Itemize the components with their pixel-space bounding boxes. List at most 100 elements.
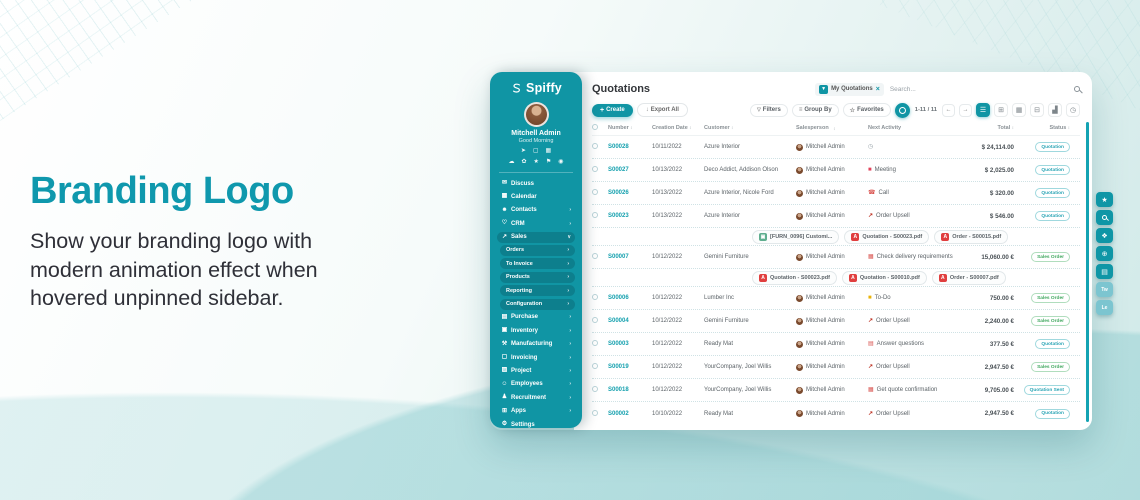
- palette-icon[interactable]: [521, 159, 526, 166]
- table-row[interactable]: S00002 10/10/2022 Ready Mat Mitchell Adm…: [592, 402, 1080, 425]
- table-row[interactable]: S00018 10/12/2022 YourCompany, Joel Will…: [592, 379, 1080, 402]
- expand-icon[interactable]: [1096, 228, 1113, 243]
- col-next-activity[interactable]: Next Activity: [868, 125, 902, 131]
- next-activity[interactable]: Meeting: [868, 167, 960, 173]
- sidebar-item-apps[interactable]: Apps ›: [497, 406, 575, 417]
- zoom-in-icon[interactable]: [1096, 246, 1113, 261]
- export-all-button[interactable]: Export All: [636, 103, 688, 117]
- quotation-number[interactable]: S00028: [608, 144, 629, 150]
- view-activity-button[interactable]: [1066, 103, 1080, 117]
- row-checkbox[interactable]: [592, 166, 598, 172]
- table-row[interactable]: S00007 10/12/2022 Gemini Furniture Mitch…: [592, 246, 1080, 269]
- sidebar-item-discuss[interactable]: Discuss: [497, 178, 575, 189]
- select-all-checkbox[interactable]: [592, 124, 598, 130]
- table-row[interactable]: S00027 10/13/2022 Deco Addict, Addison O…: [592, 159, 1080, 182]
- table-row[interactable]: S00026 10/13/2022 Azure Interior, Nicole…: [592, 182, 1080, 205]
- table-row[interactable]: S00028 10/11/2022 Azure Interior Mitchel…: [592, 136, 1080, 159]
- col-status[interactable]: Status: [1018, 125, 1070, 131]
- pager-prev-button[interactable]: ←: [942, 103, 955, 117]
- quotation-number[interactable]: S00007: [608, 254, 629, 260]
- user-avatar[interactable]: [523, 102, 549, 127]
- sidebar-item-purchase[interactable]: Purchase ›: [497, 312, 575, 323]
- quotation-number[interactable]: S00003: [608, 341, 629, 347]
- sidebar-subitem-configuration[interactable]: Configuration ›: [500, 298, 575, 310]
- sidebar-item-inventory[interactable]: Inventory ›: [497, 325, 575, 336]
- search-input[interactable]: Search...: [889, 85, 916, 93]
- next-activity[interactable]: Order Upsell: [868, 213, 960, 219]
- row-checkbox[interactable]: [592, 409, 598, 416]
- next-activity[interactable]: Order Upsell: [868, 364, 960, 370]
- view-list-button[interactable]: [976, 103, 990, 117]
- vehicle-icon[interactable]: [508, 159, 514, 166]
- table-scrollbar[interactable]: [1086, 122, 1089, 422]
- quotation-number[interactable]: S00023: [608, 213, 629, 219]
- quotation-number[interactable]: S00026: [608, 190, 629, 196]
- quotation-number[interactable]: S00019: [608, 364, 629, 370]
- table-row[interactable]: S00006 10/12/2022 Lumber Inc Mitchell Ad…: [592, 287, 1080, 310]
- sidebar-subitem-orders[interactable]: Orders ›: [500, 244, 575, 256]
- sidebar-item-sales[interactable]: Sales ∨: [497, 231, 575, 243]
- lock-icon[interactable]: [546, 159, 551, 166]
- next-activity[interactable]: Order Upsell: [868, 411, 960, 417]
- grid-icon[interactable]: [1096, 264, 1113, 279]
- card-icon[interactable]: [546, 148, 552, 155]
- sidebar-item-project[interactable]: Project ›: [497, 365, 575, 376]
- row-checkbox[interactable]: [592, 143, 598, 149]
- sidebar-item-recruitment[interactable]: Recruitment ›: [497, 392, 575, 403]
- favorites-button[interactable]: Favorites: [842, 103, 891, 117]
- search-icon[interactable]: [1096, 210, 1113, 225]
- attachment-chip[interactable]: [FURN_0096] Customi...: [752, 229, 840, 244]
- row-checkbox[interactable]: [592, 317, 598, 323]
- attachment-chip[interactable]: Quotation - S00023.pdf: [844, 229, 930, 244]
- sidebar-item-crm[interactable]: CRM ›: [497, 218, 575, 229]
- view-calendar-button[interactable]: [1012, 103, 1026, 117]
- quotation-number[interactable]: S00004: [608, 318, 629, 324]
- next-activity[interactable]: Check delivery requirements: [868, 254, 960, 260]
- table-row[interactable]: S00004 10/12/2022 Gemini Furniture Mitch…: [592, 310, 1080, 333]
- row-checkbox[interactable]: [592, 189, 598, 195]
- row-checkbox[interactable]: [592, 386, 598, 392]
- sidebar-subitem-reporting[interactable]: Reporting ›: [500, 285, 575, 297]
- location-icon[interactable]: [558, 159, 563, 166]
- quotation-number[interactable]: S00006: [608, 295, 629, 301]
- close-icon[interactable]: [876, 86, 880, 93]
- attachment-chip[interactable]: Order - S00015.pdf: [934, 229, 1009, 244]
- branding-logo[interactable]: Spiffy: [497, 81, 575, 95]
- quotation-number[interactable]: S00002: [608, 410, 629, 417]
- next-activity[interactable]: Call: [868, 190, 960, 196]
- signal-icon[interactable]: [534, 159, 539, 166]
- group-by-button[interactable]: Group By: [791, 103, 839, 117]
- table-row[interactable]: S00003 10/12/2022 Ready Mat Mitchell Adm…: [592, 333, 1080, 356]
- col-number[interactable]: Number: [608, 125, 652, 131]
- filter-tag[interactable]: My Quotations: [815, 82, 884, 96]
- row-checkbox[interactable]: [592, 340, 598, 346]
- le-badge-icon[interactable]: [1096, 300, 1113, 315]
- table-row[interactable]: S00023 10/13/2022 Azure Interior Mitchel…: [592, 205, 1080, 228]
- quotation-number[interactable]: S00018: [608, 387, 629, 393]
- sidebar-item-employees[interactable]: Employees ›: [497, 379, 575, 390]
- row-checkbox[interactable]: [592, 294, 598, 300]
- table-row[interactable]: S00019 10/12/2022 YourCompany, Joel Will…: [592, 356, 1080, 379]
- send-icon[interactable]: [521, 148, 526, 155]
- col-salesperson[interactable]: Salesperson: [796, 125, 868, 131]
- tw-badge-icon[interactable]: [1096, 282, 1113, 297]
- attachment-chip[interactable]: Order - S00007.pdf: [931, 270, 1006, 285]
- col-customer[interactable]: Customer: [704, 125, 796, 131]
- next-activity[interactable]: Get quote confirmation: [868, 387, 960, 393]
- row-checkbox[interactable]: [592, 253, 598, 259]
- sidebar-item-invoicing[interactable]: Invoicing ›: [497, 352, 575, 363]
- sidebar-subitem-products[interactable]: Products ›: [500, 271, 575, 283]
- star-icon[interactable]: [1096, 192, 1113, 207]
- sidebar-item-settings[interactable]: Settings: [497, 419, 575, 430]
- col-total[interactable]: Total: [960, 125, 1018, 131]
- quick-settings-button[interactable]: [894, 102, 910, 118]
- quotation-number[interactable]: S00027: [608, 167, 629, 173]
- row-checkbox[interactable]: [592, 363, 598, 369]
- create-button[interactable]: Create: [592, 103, 633, 117]
- sidebar-subitem-to-invoice[interactable]: To Invoice ›: [500, 258, 575, 270]
- sidebar-item-calendar[interactable]: Calendar: [497, 191, 575, 202]
- view-pivot-button[interactable]: [1030, 103, 1044, 117]
- row-checkbox[interactable]: [592, 212, 598, 218]
- next-activity[interactable]: Order Upsell: [868, 318, 960, 324]
- sidebar-item-contacts[interactable]: Contacts ›: [497, 205, 575, 216]
